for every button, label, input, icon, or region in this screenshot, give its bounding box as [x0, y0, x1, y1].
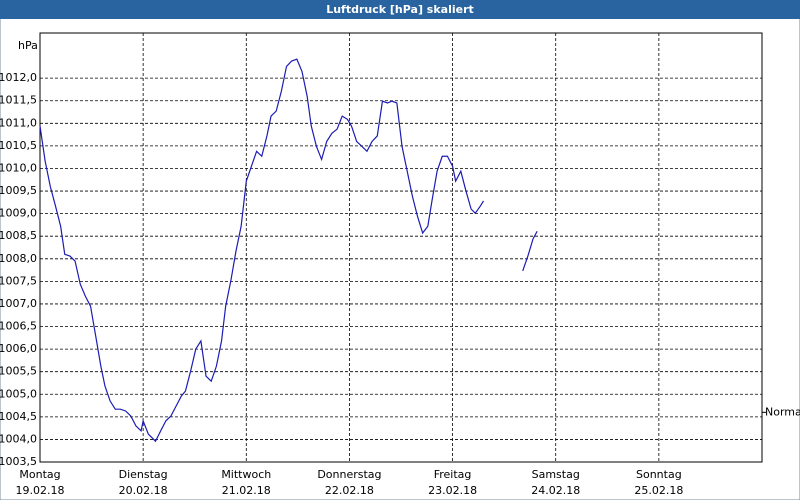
y-tick-label: 1007,5: [0, 274, 37, 287]
y-tick-label: 1006,0: [0, 342, 37, 355]
y-tick-label: 1008,5: [0, 229, 37, 242]
x-tick-label: Sonntag: [636, 468, 682, 481]
y-tick-label: 1005,0: [0, 387, 37, 400]
x-tick-label: Mittwoch: [221, 468, 271, 481]
pressure-line: [39, 58, 538, 443]
y-tick-label: 1010,5: [0, 139, 37, 152]
x-tick-label: Dienstag: [119, 468, 168, 481]
x-tick-date: 22.02.18: [325, 484, 374, 497]
x-tick-date: 20.02.18: [119, 484, 168, 497]
y-tick-label: 1004,5: [0, 410, 37, 423]
y-tick-label: 1009,5: [0, 184, 37, 197]
x-tick-label: Montag: [19, 468, 60, 481]
x-tick-label: Freitag: [434, 468, 472, 481]
y-tick-label: 1011,5: [0, 94, 37, 107]
title-bar: [0, 0, 800, 19]
x-tick-label: Donnerstag: [317, 468, 381, 481]
x-tick-date: 23.02.18: [428, 484, 477, 497]
y-tick-label: 1009,0: [0, 207, 37, 220]
x-tick-date: 25.02.18: [634, 484, 683, 497]
x-tick-label: Samstag: [532, 468, 580, 481]
y-unit: hPa: [18, 39, 38, 52]
y-tick-label: 1006,5: [0, 320, 37, 333]
y-tick-label: 1008,0: [0, 252, 37, 265]
plot-area: [39, 32, 763, 463]
x-tick-date: 24.02.18: [531, 484, 580, 497]
y-tick-label: 1010,0: [0, 161, 37, 174]
y-tick-label: 1003,5: [0, 455, 37, 468]
normal-label: Normal: [765, 405, 800, 418]
y-tick-label: 1007,0: [0, 297, 37, 310]
x-tick-date: 19.02.18: [16, 484, 65, 497]
chart-title: Luftdruck [hPa] skaliert: [326, 3, 474, 16]
y-tick-label: 1011,0: [0, 116, 37, 129]
y-tick-label: 1012,0: [0, 71, 37, 84]
y-tick-label: 1005,5: [0, 365, 37, 378]
y-tick-label: 1004,0: [0, 432, 37, 445]
x-tick-date: 21.02.18: [222, 484, 271, 497]
